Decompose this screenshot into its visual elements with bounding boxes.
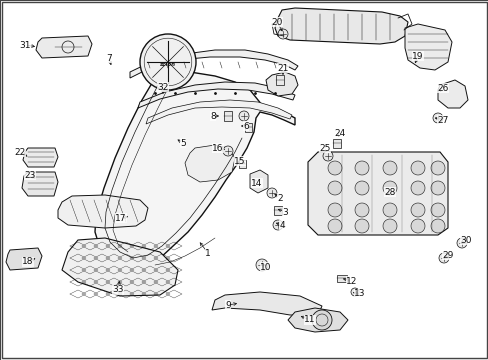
- Bar: [332, 139, 340, 148]
- Circle shape: [327, 181, 341, 195]
- Circle shape: [354, 203, 368, 217]
- Polygon shape: [138, 82, 294, 108]
- Circle shape: [223, 146, 232, 156]
- Circle shape: [410, 181, 424, 195]
- Text: 22: 22: [14, 148, 25, 157]
- Polygon shape: [6, 248, 42, 270]
- Bar: [273, 206, 282, 215]
- Circle shape: [256, 259, 267, 271]
- Bar: [275, 75, 284, 85]
- Text: 27: 27: [436, 116, 448, 125]
- Text: 4: 4: [279, 220, 284, 230]
- Circle shape: [382, 161, 396, 175]
- Circle shape: [410, 161, 424, 175]
- Text: 31: 31: [19, 41, 31, 50]
- Circle shape: [239, 111, 248, 121]
- Circle shape: [382, 203, 396, 217]
- Circle shape: [430, 161, 444, 175]
- Circle shape: [266, 188, 276, 198]
- Text: scion: scion: [160, 62, 176, 67]
- Circle shape: [354, 161, 368, 175]
- Text: 16: 16: [212, 144, 224, 153]
- Text: 14: 14: [251, 179, 262, 188]
- Circle shape: [140, 34, 196, 90]
- Circle shape: [354, 181, 368, 195]
- Circle shape: [327, 161, 341, 175]
- Text: 17: 17: [115, 213, 126, 222]
- Text: 8: 8: [210, 112, 215, 121]
- Text: 12: 12: [346, 276, 357, 285]
- Text: 28: 28: [384, 188, 395, 197]
- Polygon shape: [307, 152, 447, 235]
- Text: 20: 20: [271, 18, 282, 27]
- Text: 10: 10: [260, 262, 271, 271]
- Circle shape: [278, 29, 287, 39]
- Text: 30: 30: [459, 235, 471, 244]
- Text: 11: 11: [304, 315, 315, 324]
- Polygon shape: [62, 238, 178, 296]
- Polygon shape: [437, 80, 467, 108]
- Polygon shape: [184, 145, 235, 182]
- Text: 2: 2: [277, 194, 282, 202]
- Bar: [224, 111, 231, 121]
- Circle shape: [311, 310, 331, 330]
- Polygon shape: [130, 50, 297, 78]
- Circle shape: [350, 288, 358, 296]
- Text: 25: 25: [319, 144, 330, 153]
- Text: 5: 5: [180, 139, 185, 148]
- Polygon shape: [212, 292, 321, 315]
- Polygon shape: [23, 148, 58, 167]
- Text: 33: 33: [112, 285, 123, 294]
- Circle shape: [430, 219, 444, 233]
- Circle shape: [430, 181, 444, 195]
- Text: 6: 6: [243, 122, 248, 131]
- Text: 26: 26: [436, 84, 448, 93]
- Text: 1: 1: [204, 248, 210, 257]
- Polygon shape: [404, 24, 451, 70]
- Text: 15: 15: [234, 157, 245, 166]
- Polygon shape: [58, 195, 148, 228]
- Circle shape: [410, 219, 424, 233]
- Circle shape: [438, 253, 448, 263]
- Circle shape: [456, 238, 466, 248]
- Text: 18: 18: [22, 257, 34, 266]
- Circle shape: [410, 203, 424, 217]
- Bar: [244, 122, 251, 131]
- Polygon shape: [249, 170, 267, 193]
- Circle shape: [432, 113, 442, 123]
- Polygon shape: [146, 100, 291, 124]
- Polygon shape: [22, 172, 58, 196]
- Circle shape: [272, 220, 283, 230]
- Polygon shape: [36, 36, 92, 58]
- Text: 21: 21: [277, 63, 288, 72]
- Circle shape: [382, 219, 396, 233]
- Circle shape: [354, 219, 368, 233]
- Bar: [238, 160, 245, 168]
- Text: 29: 29: [442, 251, 453, 260]
- Polygon shape: [95, 72, 294, 268]
- Text: 23: 23: [24, 171, 36, 180]
- Polygon shape: [265, 72, 297, 96]
- Text: 7: 7: [106, 54, 112, 63]
- Polygon shape: [287, 308, 347, 332]
- Text: 9: 9: [224, 301, 230, 310]
- Circle shape: [323, 151, 332, 161]
- Circle shape: [327, 219, 341, 233]
- Circle shape: [430, 203, 444, 217]
- Text: 32: 32: [157, 82, 168, 91]
- Polygon shape: [274, 8, 407, 44]
- Circle shape: [327, 203, 341, 217]
- Text: 19: 19: [411, 51, 423, 60]
- Bar: [336, 274, 346, 282]
- Text: 13: 13: [353, 289, 365, 298]
- Text: 3: 3: [282, 207, 287, 216]
- Circle shape: [382, 181, 396, 195]
- Text: 24: 24: [334, 129, 345, 138]
